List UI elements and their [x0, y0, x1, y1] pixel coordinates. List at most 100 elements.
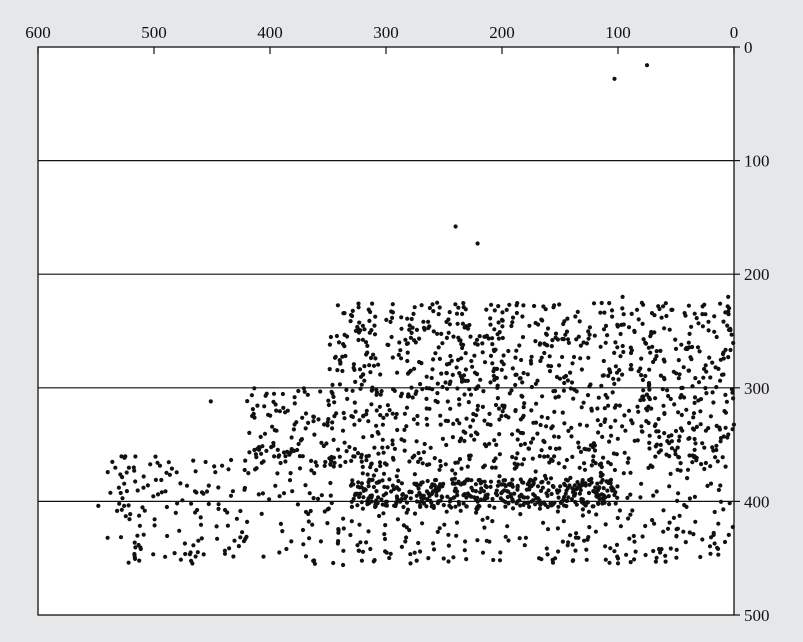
data-point [412, 472, 417, 477]
data-point [686, 303, 692, 308]
data-point [271, 443, 276, 448]
data-point [497, 474, 502, 479]
data-point [376, 431, 381, 436]
data-point [408, 496, 413, 501]
data-point [432, 456, 437, 461]
data-point [632, 329, 637, 335]
data-point [663, 301, 668, 306]
data-point [506, 538, 511, 543]
data-point [611, 451, 617, 456]
data-point [535, 378, 540, 383]
data-point [527, 323, 532, 328]
data-point [589, 476, 594, 481]
data-point [444, 370, 449, 376]
data-point [458, 508, 463, 513]
data-point [613, 340, 618, 345]
data-point [620, 306, 625, 311]
data-point [480, 517, 485, 522]
data-point [723, 310, 728, 315]
data-point [615, 484, 620, 489]
data-point [639, 424, 644, 429]
data-point [120, 496, 125, 501]
data-point [661, 529, 666, 534]
data-point [485, 492, 490, 497]
data-point [358, 491, 363, 496]
data-point [430, 302, 435, 307]
data-point [515, 437, 520, 442]
data-point [283, 459, 288, 464]
data-point [608, 477, 614, 482]
data-point [700, 441, 705, 446]
data-point [455, 493, 460, 498]
data-point [676, 454, 681, 460]
data-point [303, 483, 308, 488]
data-points [96, 63, 737, 568]
data-point [458, 338, 463, 343]
data-point [639, 481, 644, 486]
data-point [252, 447, 257, 453]
data-point [438, 422, 443, 427]
data-point [687, 453, 692, 458]
data-point [577, 422, 583, 427]
data-point [648, 463, 653, 468]
data-point [605, 488, 610, 493]
data-point [596, 430, 601, 435]
data-point [464, 495, 469, 500]
data-point [491, 347, 496, 352]
data-point [542, 439, 547, 445]
data-point [319, 440, 324, 445]
data-point [493, 465, 498, 470]
data-point [586, 535, 591, 540]
data-point [408, 335, 413, 340]
data-point [506, 415, 511, 420]
data-point [547, 460, 552, 465]
data-point [457, 402, 462, 407]
data-point [122, 455, 127, 460]
data-point [654, 489, 659, 494]
data-point [552, 454, 557, 459]
data-point [492, 308, 497, 313]
data-point [586, 336, 591, 341]
data-point [377, 513, 382, 519]
data-point [371, 363, 377, 368]
data-point [710, 390, 715, 395]
data-point [552, 434, 557, 439]
data-point [117, 501, 122, 506]
data-point [529, 354, 534, 359]
data-point [349, 458, 354, 463]
data-point [322, 509, 327, 514]
data-point [435, 391, 440, 396]
data-point [591, 489, 596, 494]
data-point [380, 437, 385, 442]
data-point [436, 312, 441, 317]
data-point [440, 436, 445, 441]
data-point [496, 304, 501, 309]
data-point [692, 494, 698, 499]
data-point [141, 474, 146, 479]
data-point [553, 388, 558, 394]
data-point [552, 409, 557, 414]
data-point [424, 396, 429, 401]
data-point [431, 541, 436, 546]
data-point [478, 490, 483, 495]
data-point [667, 484, 672, 489]
data-point [468, 494, 473, 499]
data-point [409, 490, 414, 495]
data-point [180, 498, 185, 503]
data-point [305, 392, 310, 397]
data-point [468, 453, 473, 458]
data-point [629, 348, 635, 353]
data-point [497, 432, 502, 437]
data-point [503, 499, 508, 504]
data-point [331, 455, 336, 460]
data-point [553, 395, 558, 400]
data-point [329, 458, 334, 463]
data-point [703, 312, 708, 317]
data-point [273, 402, 278, 407]
data-point [676, 358, 681, 363]
data-point [683, 540, 688, 545]
data-point [141, 485, 146, 490]
data-point [711, 530, 716, 536]
data-point [385, 403, 390, 408]
